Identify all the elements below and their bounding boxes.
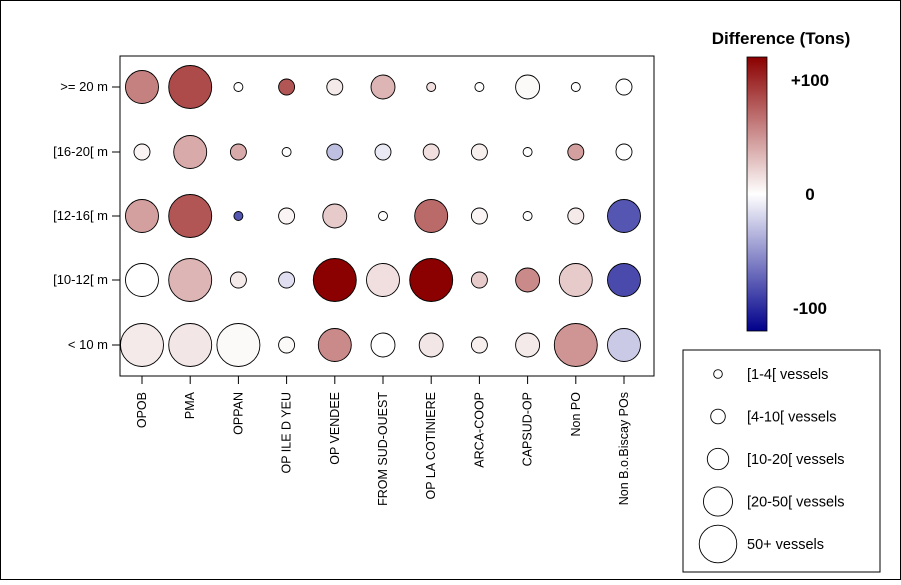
colorbar-tick-label: -100 xyxy=(793,299,827,318)
column-label-from-sud-ouest: FROM SUD-OUEST xyxy=(376,392,390,506)
column-label-arca-coop: ARCA-COOP xyxy=(472,392,486,468)
bubble-10-m-op-vendee xyxy=(317,328,352,362)
bubble-12-16-m-non-po xyxy=(567,207,585,225)
bubble-10-12-m-opob xyxy=(125,263,159,297)
bubble-20-m-op-la-cotiniere xyxy=(426,82,437,92)
bubble-16-20-m-from-sud-ouest xyxy=(374,143,392,161)
bubble-10-12-m-non-b-o-biscay-pos xyxy=(607,263,641,297)
bubble-10-12-m-op-ile-d-yeu xyxy=(278,271,296,289)
bubble-20-m-arca-coop xyxy=(474,82,485,92)
bubble-20-m-capsud-op xyxy=(515,74,541,100)
bubble-12-16-m-oppan xyxy=(233,211,244,221)
row-label-20-m: >= 20 m xyxy=(60,79,108,94)
bubble-10-m-non-b-o-biscay-pos xyxy=(607,328,641,362)
colorbar-ticks: +100 0 -100 xyxy=(791,71,829,318)
bubble-12-16-m-arca-coop xyxy=(470,207,488,225)
bubble-10-m-pma xyxy=(168,323,213,367)
bubbles xyxy=(120,65,641,367)
size-legend-circle xyxy=(710,408,726,425)
bubble-20-m-non-po xyxy=(570,82,581,92)
size-legend-circle xyxy=(706,447,730,471)
size-legend-label: [20-50[ vessels xyxy=(747,495,845,511)
bubble-20-m-non-b-o-biscay-pos xyxy=(615,78,633,96)
bubble-16-20-m-non-b-o-biscay-pos xyxy=(615,143,633,161)
bubble-12-16-m-op-ile-d-yeu xyxy=(278,207,296,225)
column-label-op-vendee: OP VENDEE xyxy=(328,392,342,465)
bubble-12-16-m-pma xyxy=(168,194,213,238)
colorbar-tick-label: +100 xyxy=(791,71,829,90)
size-legend-label: 50+ vessels xyxy=(747,537,824,553)
bubble-16-20-m-op-ile-d-yeu xyxy=(281,147,292,157)
size-legend-label: [10-20[ vessels xyxy=(747,452,845,468)
colorbar-gradient xyxy=(746,56,768,332)
bubble-10-12-m-op-vendee xyxy=(312,258,357,302)
bubble-16-20-m-arca-coop xyxy=(470,143,488,161)
size-legend-circle xyxy=(713,369,723,379)
bubble-16-20-m-capsud-op xyxy=(522,147,533,157)
bubble-20-m-oppan xyxy=(233,82,244,92)
bubble-20-m-op-vendee xyxy=(326,78,344,96)
bubble-16-20-m-oppan xyxy=(229,143,247,161)
column-labels: OPOB PMA OPPAN OP ILE D YEU OP VENDEE FROM SU… xyxy=(135,376,631,506)
bubble-16-20-m-pma xyxy=(173,135,208,169)
column-label-non-po: Non PO xyxy=(569,392,583,437)
column-label-non-b-o-biscay-pos: Non B.o.Biscay POs xyxy=(617,392,631,505)
column-label-pma: PMA xyxy=(183,391,197,419)
size-legend-circle xyxy=(703,486,733,517)
column-label-capsud-op: CAPSUD-OP xyxy=(521,392,535,466)
bubble-10-m-from-sud-ouest xyxy=(370,332,396,358)
bubble-12-16-m-op-vendee xyxy=(322,203,348,229)
colorbar-tick-label: 0 xyxy=(805,185,814,204)
colorbar-title: Difference (Tons) xyxy=(712,29,851,48)
bubble-20-m-from-sud-ouest xyxy=(370,74,396,100)
size-legend-items: [1-4[ vessels [4-10[ vessels [10-20[ vesse… xyxy=(698,367,845,564)
bubble-12-16-m-from-sud-ouest xyxy=(378,211,388,221)
bubble-10-12-m-capsud-op xyxy=(515,267,541,293)
row-label-10-m: < 10 m xyxy=(68,337,108,352)
bubble-10-m-capsud-op xyxy=(515,332,541,358)
bubble-12-16-m-opob xyxy=(125,199,159,233)
size-legend-label: [1-4[ vessels xyxy=(747,367,828,383)
row-label-12-16-m: [12-16[ m xyxy=(53,208,108,223)
bubble-12-16-m-non-b-o-biscay-pos xyxy=(607,199,641,233)
size-legend-label: [4-10[ vessels xyxy=(747,410,836,426)
bubble-16-20-m-opob xyxy=(133,143,151,161)
size-legend-circle xyxy=(698,524,738,564)
row-label-10-12-m: [10-12[ m xyxy=(53,272,108,287)
bubble-10-12-m-oppan xyxy=(229,271,247,289)
bubble-16-20-m-non-po xyxy=(567,143,585,161)
bubble-10-12-m-arca-coop xyxy=(470,271,488,289)
colorbar: Difference (Tons) +100 0 -100 xyxy=(712,29,851,332)
column-label-op-ile-d-yeu: OP ILE D YEU xyxy=(280,392,294,474)
bubble-10-m-arca-coop xyxy=(470,336,488,354)
bubble-10-12-m-pma xyxy=(168,258,213,302)
column-label-opob: OPOB xyxy=(135,392,149,428)
size-legend: [1-4[ vessels [4-10[ vessels [10-20[ vesse… xyxy=(682,349,881,573)
bubble-10-m-op-ile-d-yeu xyxy=(278,336,296,354)
bubble-10-12-m-non-po xyxy=(558,263,593,297)
bubble-10-m-op-la-cotiniere xyxy=(418,332,444,358)
bubble-10-12-m-from-sud-ouest xyxy=(366,263,400,297)
bubble-16-20-m-op-la-cotiniere xyxy=(422,143,440,161)
bubble-20-m-opob xyxy=(125,70,159,104)
bubble-10-m-non-po xyxy=(553,323,598,367)
bubble-10-12-m-op-la-cotiniere xyxy=(409,258,454,302)
bubble-12-16-m-capsud-op xyxy=(522,211,533,221)
column-label-oppan: OPPAN xyxy=(231,392,245,435)
bubble-10-m-opob xyxy=(120,323,164,367)
bubble-12-16-m-op-la-cotiniere xyxy=(414,199,449,233)
bubble-20-m-op-ile-d-yeu xyxy=(278,78,296,96)
row-label-16-20-m: [16-20[ m xyxy=(53,144,108,159)
bubble-10-m-oppan xyxy=(216,323,261,367)
bubble-16-20-m-op-vendee xyxy=(326,143,344,161)
column-label-op-la-cotiniere: OP LA COTINIERE xyxy=(424,392,438,499)
bubble-20-m-pma xyxy=(168,65,213,109)
row-labels: >= 20 m [16-20[ m [12-16[ m [10-12[ m < 10 m xyxy=(53,79,120,352)
